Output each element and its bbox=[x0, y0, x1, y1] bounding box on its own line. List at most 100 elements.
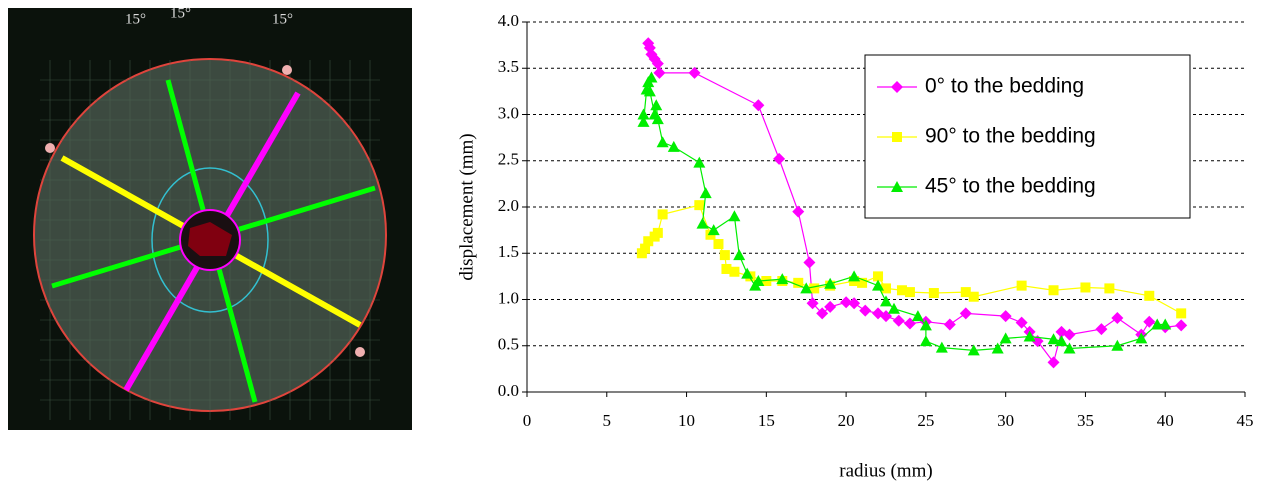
y-tick-label: 3.0 bbox=[498, 103, 519, 122]
marker bbox=[904, 287, 915, 298]
y-tick-label: 0.0 bbox=[498, 381, 519, 400]
marker bbox=[824, 277, 837, 289]
marker bbox=[1175, 319, 1188, 332]
marker bbox=[1111, 312, 1124, 324]
marker bbox=[911, 310, 924, 322]
marker bbox=[653, 66, 666, 79]
marker bbox=[872, 279, 885, 291]
marker bbox=[667, 140, 680, 152]
marker bbox=[729, 266, 740, 277]
marker bbox=[694, 200, 705, 211]
y-tick-label: 1.5 bbox=[498, 242, 519, 261]
marker bbox=[793, 277, 804, 288]
marker bbox=[943, 318, 956, 331]
marker bbox=[721, 263, 732, 274]
marker bbox=[999, 310, 1012, 323]
marker bbox=[699, 187, 712, 199]
marker bbox=[935, 341, 948, 353]
marker bbox=[816, 307, 829, 320]
marker bbox=[1176, 308, 1187, 319]
x-tick-label: 5 bbox=[603, 411, 612, 430]
x-tick-label: 25 bbox=[917, 411, 934, 430]
hole-inner bbox=[188, 222, 232, 256]
legend-label: 90° to the bedding bbox=[925, 125, 1096, 148]
zone bbox=[151, 167, 269, 313]
legend-label: 45° to the bedding bbox=[925, 175, 1096, 198]
marker bbox=[707, 224, 720, 236]
x-tick-label: 30 bbox=[997, 411, 1014, 430]
marker bbox=[1023, 330, 1036, 342]
marker bbox=[840, 296, 853, 309]
marker bbox=[991, 342, 1004, 354]
spot bbox=[355, 347, 365, 357]
marker bbox=[880, 295, 892, 307]
marker bbox=[640, 243, 651, 254]
marker bbox=[733, 249, 746, 261]
marker bbox=[967, 344, 980, 356]
marker bbox=[800, 282, 813, 294]
marker bbox=[881, 283, 891, 294]
marker bbox=[776, 273, 789, 285]
marker bbox=[752, 275, 765, 286]
marker bbox=[896, 285, 907, 296]
chart: radius (mm) displacement (mm) 0.0 0.5 1.0 1… bbox=[456, 11, 1253, 481]
x-tick-label: 40 bbox=[1157, 411, 1174, 430]
marker bbox=[713, 239, 724, 249]
marker bbox=[792, 205, 805, 218]
marker bbox=[728, 210, 741, 222]
marker bbox=[1151, 318, 1164, 330]
photo-label: 15° bbox=[170, 5, 191, 21]
marker bbox=[651, 113, 664, 125]
marker bbox=[892, 132, 902, 142]
marker bbox=[1047, 333, 1060, 345]
spot bbox=[282, 65, 292, 75]
x-tick-label: 45 bbox=[1237, 411, 1254, 430]
marker bbox=[859, 304, 872, 317]
x-tick-label: 10 bbox=[678, 411, 695, 430]
marker bbox=[1063, 328, 1076, 341]
marker bbox=[1047, 356, 1060, 369]
x-tick-label: 20 bbox=[838, 411, 855, 430]
marker bbox=[651, 57, 664, 70]
marker bbox=[892, 314, 905, 327]
marker bbox=[1055, 335, 1068, 347]
marker bbox=[848, 297, 861, 310]
y-tick-label: 2.0 bbox=[498, 196, 519, 215]
marker bbox=[928, 288, 939, 299]
marker bbox=[752, 99, 765, 112]
marker bbox=[741, 267, 754, 279]
marker bbox=[968, 291, 979, 302]
legend: 0° to the bedding 90° to the bedding 45° t… bbox=[864, 54, 1191, 219]
marker bbox=[1111, 339, 1124, 351]
x-tick-label: 15 bbox=[758, 411, 775, 430]
photo: 15° 15° 15° bbox=[8, 5, 412, 430]
marker bbox=[857, 277, 868, 288]
marker bbox=[891, 81, 903, 93]
y-tick-label: 2.5 bbox=[498, 150, 519, 169]
marker bbox=[999, 332, 1012, 344]
marker bbox=[645, 71, 658, 83]
marker bbox=[1144, 290, 1155, 301]
marker bbox=[1080, 282, 1091, 293]
marker bbox=[887, 302, 900, 314]
marker bbox=[637, 108, 650, 120]
y-tick-label: 0.5 bbox=[498, 335, 519, 354]
spot bbox=[45, 143, 55, 153]
marker bbox=[1095, 323, 1108, 336]
x-axis-label: radius (mm) bbox=[839, 460, 932, 481]
marker bbox=[1143, 315, 1156, 328]
marker bbox=[637, 115, 650, 127]
marker bbox=[803, 256, 816, 269]
marker bbox=[652, 227, 663, 238]
marker bbox=[1063, 342, 1076, 354]
marker bbox=[643, 236, 654, 247]
y-tick-label: 3.5 bbox=[498, 57, 519, 76]
marker bbox=[960, 287, 971, 298]
marker bbox=[919, 319, 932, 331]
y-tick-label: 1.0 bbox=[498, 288, 519, 307]
x-tick-label: 0 bbox=[523, 411, 532, 430]
marker bbox=[873, 271, 884, 282]
legend-box bbox=[864, 54, 1191, 219]
